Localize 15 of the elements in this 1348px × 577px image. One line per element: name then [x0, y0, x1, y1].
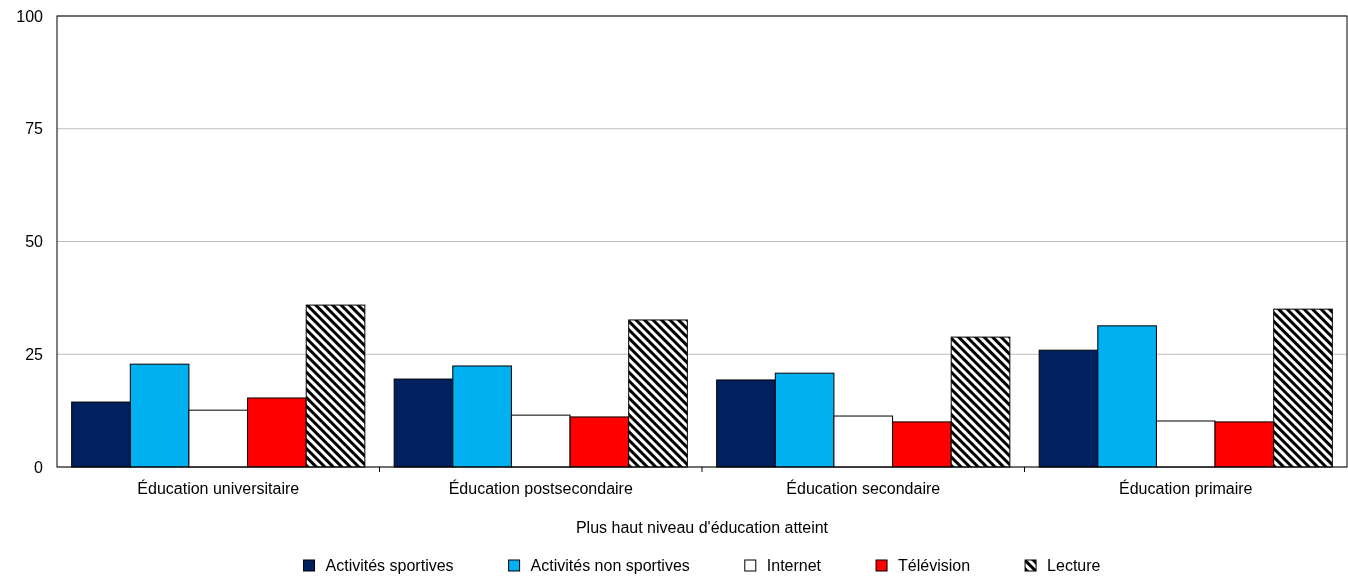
y-tick-label: 75 — [25, 120, 44, 138]
x-tick-label: Éducation universitaire — [137, 479, 300, 498]
x-tick-label: Éducation secondaire — [786, 479, 941, 498]
y-tick-label: 50 — [25, 233, 44, 251]
x-axis-title: Plus haut niveau d'éducation atteint — [575, 519, 829, 536]
y-tick-label: 100 — [16, 7, 44, 25]
x-tick-label: Éducation primaire — [1119, 479, 1253, 498]
legend-label: Activités sportives — [325, 557, 454, 574]
legend-label: Internet — [766, 557, 822, 574]
legend-label: Télévision — [898, 557, 971, 574]
y-tick-label: 25 — [25, 345, 44, 363]
legend-label: Activités non sportives — [530, 557, 690, 574]
x-tick-label: Éducation postsecondaire — [448, 479, 633, 498]
legend-label: Lecture — [1047, 557, 1101, 574]
y-tick-label: 0 — [34, 458, 44, 476]
